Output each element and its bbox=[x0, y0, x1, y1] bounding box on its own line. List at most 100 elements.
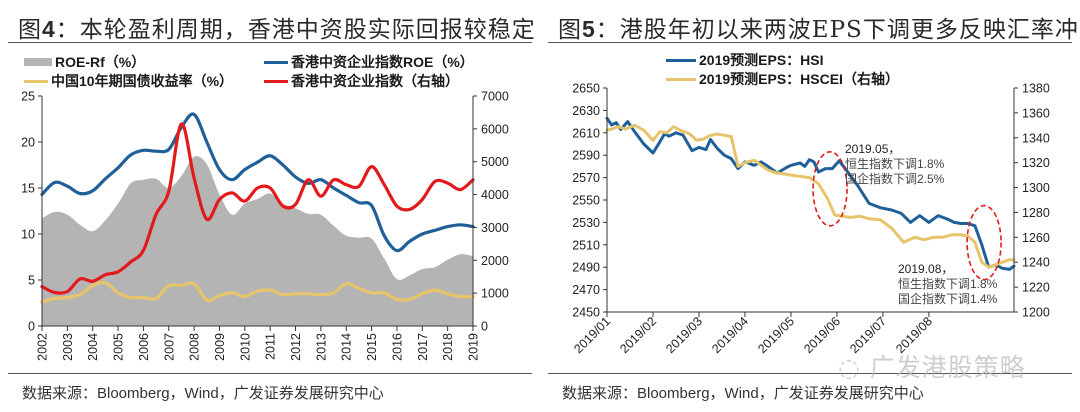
legend-item-hk-china-index: 香港中资企业指数（右轴） bbox=[264, 71, 459, 91]
figure-5-chart: 2450 2470 2490 2510 2530 2550 2570 2590 2610 2630… bbox=[571, 82, 1050, 357]
left-axis-tick-label: 5 bbox=[28, 274, 35, 288]
x-axis-tick-label: 2019/04 bbox=[709, 314, 751, 356]
x-axis-tick-label: 2015 bbox=[365, 333, 379, 361]
figure-5-panel: 图5：港股年初以来两波EPS下调更多反映汇率冲击 2019预测EPS：HSI 2… bbox=[540, 0, 1080, 412]
x-axis-tick-label: 2011 bbox=[264, 333, 278, 360]
series-1-roe-rf-area bbox=[42, 156, 473, 326]
legend-swatch-hk-china-index bbox=[264, 79, 288, 83]
figure-4-chart: 0 5 10 15 20 25 0 1000 2000 3000 4000 5000 6000 7000 2… bbox=[21, 90, 509, 361]
x-axis-tick-label: 2016 bbox=[390, 333, 404, 361]
right-axis-tick-label: 1000 bbox=[481, 287, 509, 301]
right-axis-tick-label: 1240 bbox=[1022, 256, 1050, 270]
series-2-hk-china-roe-line bbox=[40, 112, 475, 253]
x-axis-tick-label: 2019/05 bbox=[755, 314, 797, 356]
x-axis-tick-label: 2005 bbox=[112, 333, 126, 361]
annotation-1-line-2: 恒生指数下调1.8% bbox=[845, 156, 945, 171]
left-axis-tick-label: 0 bbox=[28, 320, 35, 334]
series-3-cn-10y-yield-line bbox=[40, 280, 475, 304]
right-axis-tick-label: 1320 bbox=[1022, 156, 1050, 170]
left-axis-tick-label: 2510 bbox=[572, 238, 600, 252]
right-axis-tick-label: 3000 bbox=[481, 221, 509, 235]
figure-5-source: 数据来源：Bloomberg，Wind，广发证券发展研究中心 bbox=[562, 385, 924, 402]
legend-label-hk-china-roe: 香港中资企业指数ROE（%） bbox=[291, 54, 474, 70]
annotation-1-line-1: 2019.05， bbox=[845, 142, 900, 156]
annotation-2-line-3: 国企指数下调1.4% bbox=[898, 291, 998, 306]
figure-5-title: 图5：港股年初以来两波EPS下调更多反映汇率冲击 bbox=[558, 16, 1080, 43]
x-axis-tick-label: 2003 bbox=[61, 333, 75, 361]
annotation-2-line-1: 2019.08， bbox=[898, 262, 953, 276]
x-axis-tick-label: 2019/03 bbox=[663, 314, 705, 356]
legend-label-hk-china-index: 香港中资企业指数（右轴） bbox=[291, 73, 459, 89]
legend-item-hscei-eps: 2019预测EPS：HSCEI（右轴） bbox=[666, 69, 899, 89]
left-axis-tick-label: 2590 bbox=[572, 149, 600, 163]
x-axis-tick-label: 2019 bbox=[467, 333, 481, 361]
figure-4-title-rule bbox=[8, 42, 532, 43]
series-1-hsi-eps-line bbox=[605, 116, 1016, 271]
wechat-icon: ◌ bbox=[838, 353, 861, 382]
right-axis-tick-label: 4000 bbox=[481, 188, 509, 202]
x-axis-tick-label: 2017 bbox=[416, 333, 430, 361]
legend-label-hsi-eps: 2019预测EPS：HSI bbox=[699, 52, 824, 68]
annotation-2-line-2: 恒生指数下调1.8% bbox=[898, 276, 998, 291]
legend-item-hk-china-roe: 香港中资企业指数ROE（%） bbox=[264, 52, 474, 72]
right-axis-tick-label: 1200 bbox=[1022, 306, 1050, 320]
figure-4-source-rule bbox=[8, 373, 532, 374]
left-axis-tick-label: 2610 bbox=[572, 126, 600, 140]
right-axis-tick-label: 1340 bbox=[1022, 131, 1050, 145]
left-axis-tick-label: 2570 bbox=[572, 171, 600, 185]
x-axis-tick-label: 2019/06 bbox=[801, 314, 843, 356]
right-axis-tick-label: 0 bbox=[481, 320, 488, 334]
right-axis-tick-label: 7000 bbox=[481, 90, 509, 104]
left-axis-tick-label: 2530 bbox=[572, 216, 600, 230]
left-axis-tick-label: 10 bbox=[21, 228, 35, 242]
right-axis-tick-label: 1280 bbox=[1022, 206, 1050, 220]
legend-swatch-hk-china-roe bbox=[264, 60, 288, 64]
x-axis-tick-label: 2007 bbox=[162, 333, 176, 361]
x-axis-tick-label: 2008 bbox=[188, 333, 202, 361]
right-axis-tick-label: 1360 bbox=[1022, 106, 1050, 120]
figure-5-source-rule bbox=[548, 373, 1072, 374]
right-axis-tick-label: 2000 bbox=[481, 254, 509, 268]
figure-4-title: 图4：本轮盈利周期，香港中资股实际回报较稳定 bbox=[18, 16, 536, 43]
legend-swatch-cn-10y-yield bbox=[24, 79, 48, 83]
series-2-hscei-eps-line bbox=[605, 123, 1016, 269]
series-4-hk-china-index-line bbox=[40, 122, 475, 295]
left-axis-tick-label: 25 bbox=[21, 90, 35, 104]
annotation-1-ellipse bbox=[812, 151, 848, 227]
left-axis-tick-label: 2450 bbox=[572, 306, 600, 320]
right-axis-tick-label: 5000 bbox=[481, 155, 509, 169]
x-axis-tick-label: 2014 bbox=[340, 333, 354, 361]
x-axis-tick-label: 2009 bbox=[213, 333, 227, 361]
left-axis-tick-label: 15 bbox=[21, 182, 35, 196]
left-axis-tick-label: 2650 bbox=[572, 82, 600, 96]
figure-5-title-rule bbox=[548, 42, 1072, 43]
legend-item-hsi-eps: 2019预测EPS：HSI bbox=[666, 50, 824, 70]
x-axis-tick-label: 2004 bbox=[86, 333, 100, 361]
right-axis-tick-label: 1220 bbox=[1022, 281, 1050, 295]
legend-item-cn-10y-yield: 中国10年期国债收益率（%） bbox=[24, 71, 233, 91]
left-axis-tick-label: 20 bbox=[21, 136, 35, 150]
right-axis-tick-label: 1260 bbox=[1022, 231, 1050, 245]
watermark: ◌ 广发港股策略 bbox=[838, 348, 1026, 384]
x-axis-tick-label: 2018 bbox=[441, 333, 455, 361]
legend-swatch-hsi-eps bbox=[666, 58, 696, 62]
x-axis-tick-label: 2006 bbox=[137, 333, 151, 361]
legend-label-hscei-eps: 2019预测EPS：HSCEI（右轴） bbox=[699, 71, 899, 87]
right-axis-tick-label: 1300 bbox=[1022, 181, 1050, 195]
x-axis-tick-label: 2013 bbox=[314, 333, 328, 361]
left-axis-tick-label: 2630 bbox=[572, 104, 600, 118]
left-axis-tick-label: 2490 bbox=[572, 261, 600, 275]
watermark-text: 广发港股策略 bbox=[869, 353, 1026, 382]
right-axis-tick-label: 1380 bbox=[1022, 82, 1050, 96]
legend-swatch-roe-rf bbox=[24, 58, 52, 66]
legend-swatch-hscei-eps bbox=[666, 77, 696, 81]
x-axis-tick-label: 2019/02 bbox=[617, 314, 659, 356]
legend-item-roe-rf: ROE-Rf（%） bbox=[24, 52, 145, 72]
right-axis-tick-label: 6000 bbox=[481, 122, 509, 136]
x-axis-tick-label: 2012 bbox=[289, 333, 303, 361]
figure-4-panel: 图4：本轮盈利周期，香港中资股实际回报较稳定 ROE-Rf（%） 香港中资企业指… bbox=[8, 16, 536, 402]
x-axis-tick-label: 2002 bbox=[36, 333, 50, 361]
legend-label-cn-10y-yield: 中国10年期国债收益率（%） bbox=[51, 73, 234, 89]
figure-4-source: 数据来源：Bloomberg，Wind，广发证券发展研究中心 bbox=[22, 385, 384, 402]
x-axis-tick-label: 2019/01 bbox=[571, 314, 613, 356]
